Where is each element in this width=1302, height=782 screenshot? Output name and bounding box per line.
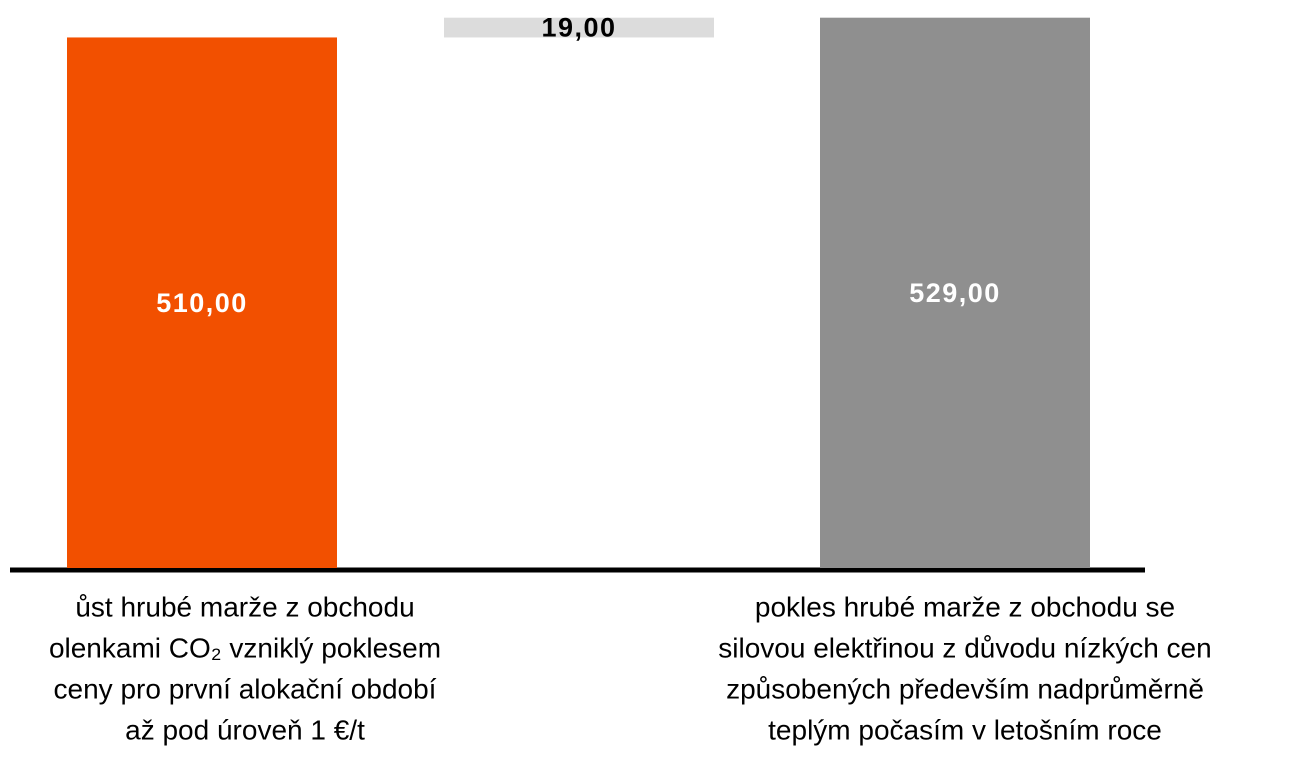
annotation: ůst hrubé marže z obchodu [75, 591, 414, 622]
annotation: olenkami CO₂ vzniklý poklesem [49, 632, 441, 663]
annotation: ceny pro první alokační období [54, 673, 437, 704]
annotation: pokles hrubé marže z obchodu se [755, 591, 1175, 622]
annotation: teplým počasím v letošním roce [768, 714, 1162, 745]
annotation: způsobených především nadprůměrně [726, 673, 1204, 704]
data-label: 529,00 [909, 278, 1001, 308]
bar [820, 17, 1090, 568]
data-label: 510,00 [156, 288, 248, 318]
bar [67, 37, 337, 568]
data-label: 19,00 [541, 13, 616, 43]
annotation: až pod úroveň 1 €/t [125, 714, 365, 745]
bar [444, 17, 714, 38]
annotation: silovou elektřinou z důvodu nízkých cen [718, 632, 1211, 663]
